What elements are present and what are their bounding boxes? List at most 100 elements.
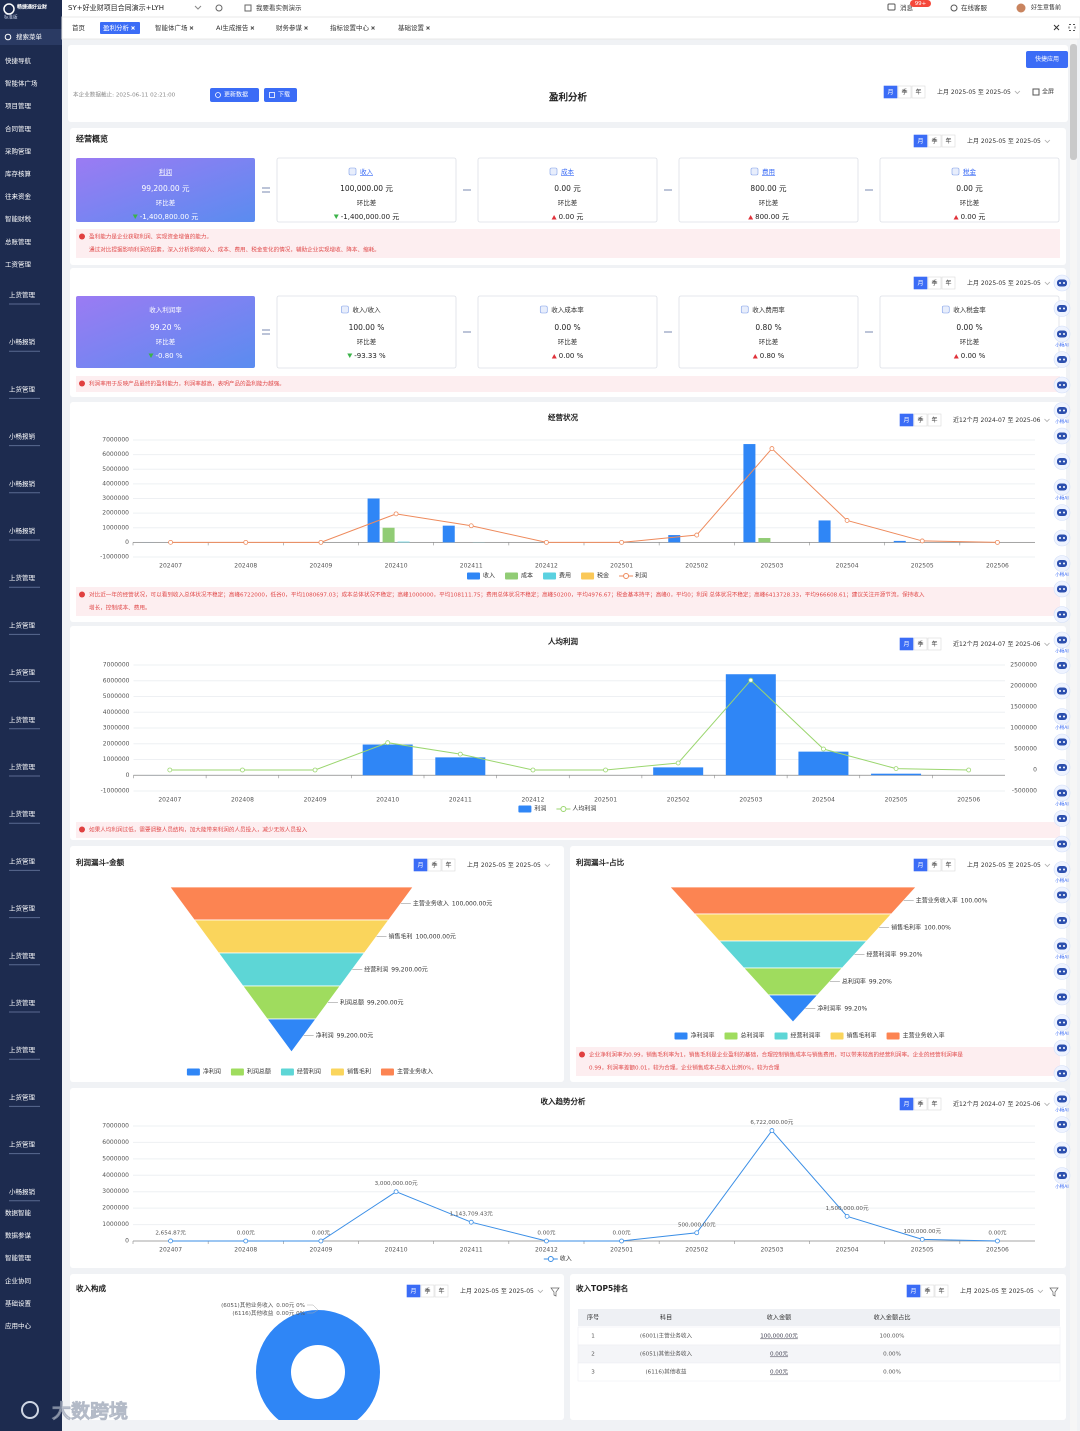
period-tab[interactable] [906, 1284, 921, 1298]
period-tab[interactable] [883, 85, 898, 99]
period-tab[interactable] [899, 637, 914, 651]
table-cell[interactable]: 0.00元 [770, 1369, 788, 1376]
demo-link[interactable]: 我要看实例演示 [256, 3, 302, 12]
service-link[interactable]: 在线客服 [961, 3, 988, 12]
menu-item[interactable]: 往来资金 [5, 192, 32, 201]
refresh-button[interactable] [210, 88, 259, 102]
menu-item[interactable]: 智能财税 [5, 214, 32, 223]
period-tab[interactable] [406, 1284, 421, 1298]
period-tab[interactable] [913, 413, 928, 427]
date-range[interactable]: 上月 2025-05 至 2025-05 [960, 1287, 1034, 1295]
period-tab[interactable] [941, 858, 956, 872]
tab[interactable]: 指标设置中心 [330, 23, 370, 32]
date-range[interactable]: 上月 2025-05 至 2025-05 [967, 279, 1041, 287]
menu-item[interactable]: 合同管理 [5, 124, 32, 133]
menu-item[interactable]: 项目管理 [5, 101, 32, 110]
period-tab[interactable] [413, 858, 428, 872]
tab[interactable]: 首页 [72, 23, 86, 32]
period-tab[interactable] [927, 858, 942, 872]
date-range[interactable]: 上月 2025-05 至 2025-05 [967, 137, 1041, 145]
period-tab[interactable] [927, 134, 942, 148]
menu-item[interactable]: 采购管理 [5, 146, 32, 155]
table-cell[interactable]: 100,000.00元 [760, 1333, 798, 1340]
date-range[interactable]: 近12个月 2024-07 至 2025-06 [953, 416, 1041, 424]
filter-icon[interactable] [550, 1287, 560, 1297]
tab[interactable]: 盈利分析 [103, 23, 130, 32]
quick-button[interactable] [1026, 51, 1068, 68]
metric-name[interactable]: 税金 [963, 167, 977, 176]
date-range[interactable]: 上月 2025-05 至 2025-05 [937, 88, 1011, 96]
metric-name[interactable]: 成本 [561, 167, 575, 176]
menu-item[interactable]: 工资管理 [5, 259, 32, 268]
menu-item[interactable]: 小畅报销 [9, 526, 36, 535]
period-tab[interactable] [899, 1097, 914, 1111]
menu-item[interactable]: 上货管理 [9, 668, 36, 677]
period-tab[interactable] [941, 276, 956, 290]
menu-item[interactable]: 上货管理 [9, 573, 36, 582]
tab[interactable]: AI生成报告 [216, 23, 249, 32]
menu-item[interactable]: 上货管理 [9, 290, 36, 299]
period-tab[interactable] [913, 276, 928, 290]
period-tab[interactable] [434, 1284, 449, 1298]
date-range[interactable]: 近12个月 2024-07 至 2025-06 [953, 1100, 1041, 1108]
menu-item[interactable]: 上货管理 [9, 856, 36, 865]
message-link[interactable]: 消息 [900, 3, 914, 12]
menu-item[interactable]: 基础设置 [5, 1298, 32, 1307]
table-cell[interactable]: 0.00元 [770, 1351, 788, 1358]
tab[interactable]: 基础设置 [398, 23, 425, 32]
menu-item[interactable]: 小畅报销 [9, 479, 36, 488]
menu-item[interactable]: 上货管理 [9, 951, 36, 960]
period-tab[interactable] [927, 276, 942, 290]
menu-item[interactable]: 上货管理 [9, 1092, 36, 1101]
period-tab[interactable] [927, 1097, 942, 1111]
period-tab[interactable] [934, 1284, 949, 1298]
date-range[interactable]: 近12个月 2024-07 至 2025-06 [953, 640, 1041, 648]
menu-item[interactable]: 数据智能 [5, 1208, 32, 1217]
period-tab[interactable] [913, 134, 928, 148]
period-tab[interactable] [941, 134, 956, 148]
menu-item[interactable]: 上货管理 [9, 384, 36, 393]
period-tab[interactable] [927, 413, 942, 427]
menu-item[interactable]: 库存核算 [5, 169, 32, 178]
period-tab[interactable] [911, 85, 926, 99]
period-tab[interactable] [927, 637, 942, 651]
menu-item[interactable]: 智能体广场 [5, 79, 38, 88]
period-tab[interactable] [913, 1097, 928, 1111]
menu-item[interactable]: 小畅报销 [9, 1187, 36, 1196]
period-tab[interactable] [913, 637, 928, 651]
tab[interactable]: 智能体广场 [155, 23, 188, 32]
menu-item[interactable]: 上货管理 [9, 1045, 36, 1054]
menu-item[interactable]: 小畅报销 [9, 337, 36, 346]
menu-item[interactable]: 上货管理 [9, 998, 36, 1007]
menu-item[interactable]: 上货管理 [9, 762, 36, 771]
tab[interactable]: 财务参谋 [276, 23, 303, 32]
metric-name[interactable]: 费用 [762, 167, 775, 176]
search-box[interactable] [0, 29, 62, 45]
menu-item[interactable]: 上货管理 [9, 715, 36, 724]
menu-item[interactable]: 总账管理 [5, 237, 32, 246]
menu-item[interactable]: 上货管理 [9, 620, 36, 629]
menu-item[interactable]: 数据参谋 [5, 1231, 32, 1240]
period-tab[interactable] [899, 413, 914, 427]
metric-name[interactable]: 利润 [159, 167, 172, 176]
menu-item[interactable]: 快捷导航 [5, 56, 32, 65]
company-select[interactable]: SY+好业财项目合同演示+LYH [68, 3, 164, 12]
date-range[interactable]: 上月 2025-05 至 2025-05 [467, 861, 541, 869]
download-button[interactable] [264, 88, 297, 102]
period-tab[interactable] [427, 858, 442, 872]
date-range[interactable]: 上月 2025-05 至 2025-05 [460, 1287, 534, 1295]
filter-icon[interactable] [1049, 1287, 1059, 1297]
menu-item[interactable]: 上货管理 [9, 904, 36, 913]
menu-item[interactable]: 小畅报销 [9, 432, 36, 441]
menu-item[interactable]: 上货管理 [9, 1140, 36, 1149]
fullscreen-label[interactable]: 全屏 [1042, 88, 1054, 96]
period-tab[interactable] [420, 1284, 435, 1298]
menu-item[interactable]: 智能管理 [5, 1253, 32, 1262]
period-tab[interactable] [897, 85, 912, 99]
metric-name[interactable]: 收入 [360, 167, 374, 176]
period-tab[interactable] [441, 858, 456, 872]
period-tab[interactable] [920, 1284, 935, 1298]
menu-item[interactable]: 应用中心 [5, 1321, 32, 1330]
menu-item[interactable]: 企业协同 [5, 1276, 31, 1285]
date-range[interactable]: 上月 2025-05 至 2025-05 [967, 861, 1041, 869]
